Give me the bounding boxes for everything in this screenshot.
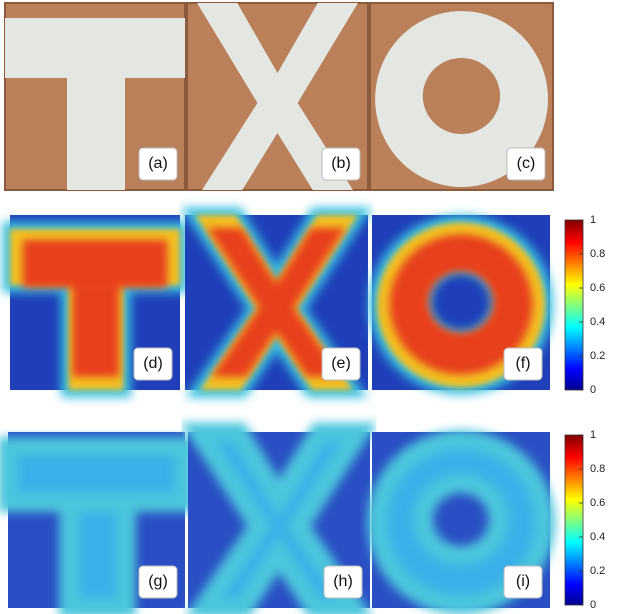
panels: (a) (b) (c) (d) (e) (f) (g) (h) (i): [5, 3, 553, 608]
panel-label: (f): [515, 355, 530, 372]
panel-label: (c): [517, 155, 536, 172]
panel-label: (d): [143, 355, 163, 372]
colorbar: [565, 435, 583, 605]
tick-label: 0: [590, 384, 596, 396]
tick-label: 1: [590, 214, 596, 226]
panel: (g): [8, 432, 185, 608]
panel: (h): [188, 432, 370, 608]
colorbar: [565, 220, 583, 390]
panel-label: (b): [331, 155, 351, 172]
panel-label: (h): [333, 573, 353, 590]
tick-label: 1: [590, 429, 596, 441]
tick-label: 0.4: [590, 531, 605, 543]
panel-label: (e): [331, 355, 351, 372]
panel: (i): [372, 432, 550, 608]
panel: (c): [370, 3, 553, 190]
figure: (a) (b) (c) (d) (e) (f) (g) (h) (i) 0 0.2 0.4 0.6 0.…: [0, 0, 617, 614]
tick-label: 0.6: [590, 497, 605, 509]
panel: (a): [5, 3, 185, 190]
panel: (b): [187, 3, 368, 190]
tick-label: 0.6: [590, 282, 605, 294]
tick-label: 0.2: [590, 565, 605, 577]
panel: (f): [372, 215, 550, 390]
tick-label: 0: [590, 599, 596, 611]
tick-label: 0.2: [590, 350, 605, 362]
panel: (d): [10, 215, 180, 390]
panel-label: (g): [148, 573, 168, 590]
tick-label: 0.8: [590, 463, 605, 475]
panel-label: (i): [516, 573, 530, 590]
tick-label: 0.4: [590, 316, 605, 328]
panel-label: (a): [148, 155, 168, 172]
panel: (e): [185, 215, 368, 390]
colorbars: 0 0.2 0.4 0.6 0.8 1 0 0.2 0.4 0.6 0.8 1: [565, 214, 605, 611]
tick-label: 0.8: [590, 248, 605, 260]
